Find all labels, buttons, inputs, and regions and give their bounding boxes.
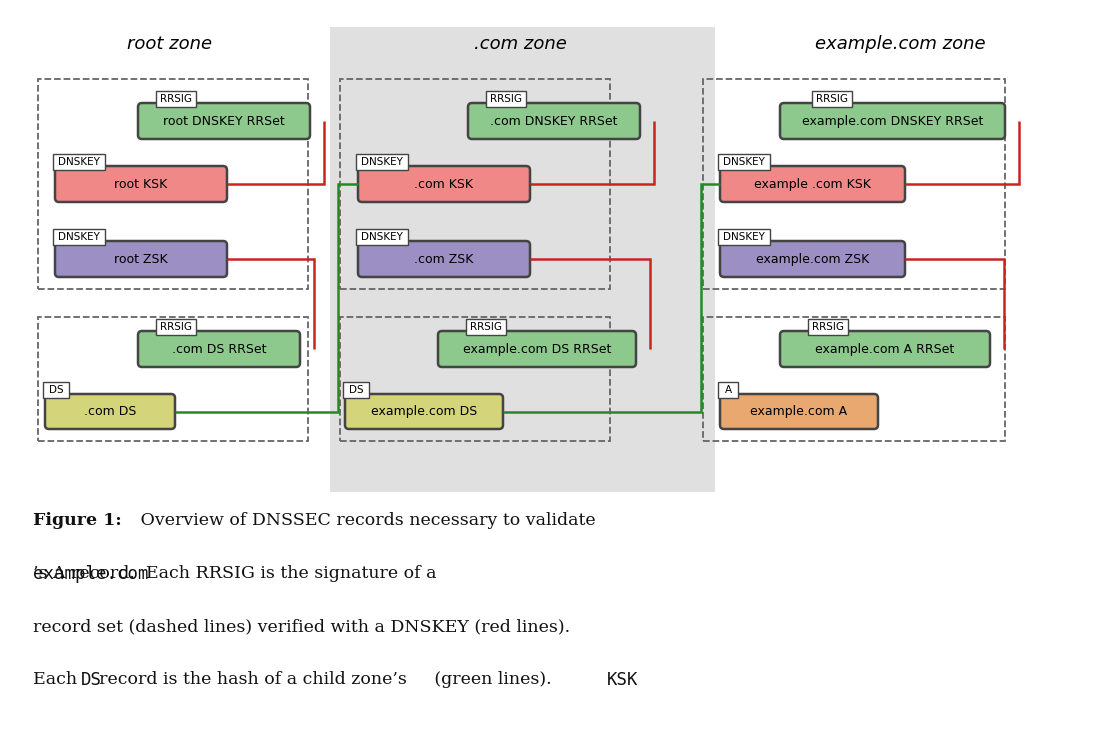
Text: DNSKEY: DNSKEY [361,232,403,242]
Text: Figure 1:: Figure 1: [33,512,122,529]
Bar [718,382,738,398]
Bar [330,27,715,492]
Bar [808,319,848,335]
Bar [703,317,1005,441]
Text: root ZSK: root ZSK [114,253,168,265]
Bar [486,91,526,107]
Bar [466,319,506,335]
FancyBboxPatch shape [720,166,906,202]
Bar [43,382,69,398]
Bar [156,319,196,335]
Text: DS: DS [49,385,63,395]
Text: Each    record is the hash of a child zone’s     (green lines).: Each record is the hash of a child zone’… [33,671,551,688]
FancyBboxPatch shape [138,103,310,139]
Bar [340,317,610,441]
Bar [356,229,408,245]
Text: DS: DS [81,671,102,689]
Bar [703,79,1005,289]
FancyBboxPatch shape [358,166,530,202]
FancyBboxPatch shape [720,394,878,429]
Text: KSK: KSK [607,671,638,689]
Text: example .com KSK: example .com KSK [754,178,871,190]
Text: example.com zone: example.com zone [815,35,985,53]
Text: root DNSKEY RRSet: root DNSKEY RRSet [163,114,284,128]
FancyBboxPatch shape [468,103,640,139]
Text: RRSIG: RRSIG [816,94,848,104]
Text: DNSKEY: DNSKEY [723,232,765,242]
Text: DNSKEY: DNSKEY [58,157,100,167]
Text: RRSIG: RRSIG [813,322,844,332]
Text: example.com ZSK: example.com ZSK [756,253,869,265]
FancyBboxPatch shape [780,103,1005,139]
Bar [53,229,105,245]
FancyBboxPatch shape [438,331,637,367]
Bar [356,154,408,170]
FancyBboxPatch shape [720,241,906,277]
Bar [718,229,770,245]
FancyBboxPatch shape [780,331,990,367]
Text: .com DS: .com DS [84,405,136,418]
Text: root zone: root zone [127,35,213,53]
Text: root KSK: root KSK [114,178,167,190]
Text: example.com DS: example.com DS [371,405,477,418]
Bar [340,79,610,289]
FancyBboxPatch shape [45,394,175,429]
FancyBboxPatch shape [55,166,227,202]
Text: DNSKEY: DNSKEY [723,157,765,167]
Text: example.com A RRSet: example.com A RRSet [816,343,954,355]
Text: DNSKEY: DNSKEY [58,232,100,242]
Text: .com KSK: .com KSK [414,178,474,190]
FancyBboxPatch shape [345,394,503,429]
Text: DNSKEY: DNSKEY [361,157,403,167]
Text: example.com A: example.com A [751,405,848,418]
Bar [813,91,852,107]
Text: .com DNSKEY RRSet: .com DNSKEY RRSet [490,114,618,128]
Text: example.com DNSKEY RRSet: example.com DNSKEY RRSet [801,114,983,128]
Text: RRSIG: RRSIG [161,94,192,104]
Text: RRSIG: RRSIG [490,94,523,104]
Text: example.com: example.com [33,565,148,583]
FancyBboxPatch shape [55,241,227,277]
Bar [38,79,308,289]
Bar [53,154,105,170]
FancyBboxPatch shape [138,331,300,367]
Text: RRSIG: RRSIG [161,322,192,332]
Text: RRSIG: RRSIG [470,322,501,332]
Text: ’s A record.  Each RRSIG is the signature of a: ’s A record. Each RRSIG is the signature… [33,565,436,582]
Bar [343,382,369,398]
Text: A: A [724,385,732,395]
Text: example.com DS RRSet: example.com DS RRSet [463,343,611,355]
Text: Overview of DNSSEC records necessary to validate: Overview of DNSSEC records necessary to … [135,512,596,529]
Text: .com zone: .com zone [474,35,567,53]
Text: .com ZSK: .com ZSK [414,253,474,265]
Text: record set (dashed lines) verified with a DNSKEY (red lines).: record set (dashed lines) verified with … [33,618,570,635]
Bar [718,154,770,170]
Text: DS: DS [349,385,363,395]
FancyBboxPatch shape [358,241,530,277]
Bar [156,91,196,107]
Bar [38,317,308,441]
Text: .com DS RRSet: .com DS RRSet [172,343,267,355]
